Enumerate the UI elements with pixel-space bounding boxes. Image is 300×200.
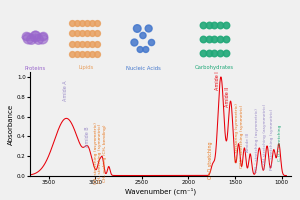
Text: Amide B: Amide B: [85, 126, 90, 147]
Text: Nucleic Acids: Nucleic Acids: [125, 66, 160, 71]
Text: COO⁻ stretching (symmetric): COO⁻ stretching (symmetric): [240, 105, 244, 168]
Point: [206, 23, 211, 27]
Point: [32, 35, 37, 38]
Point: [80, 42, 84, 46]
Point: [140, 34, 145, 37]
Point: [132, 41, 137, 44]
Point: [90, 53, 94, 56]
Point: [212, 37, 217, 41]
Point: [200, 51, 205, 55]
Text: Carbohydrates: Carbohydrates: [195, 66, 234, 71]
Point: [36, 37, 40, 41]
Point: [218, 37, 222, 41]
Text: Proteins: Proteins: [24, 66, 45, 71]
Point: [146, 27, 151, 30]
Text: PO₂⁻ stretching (symmetric): PO₂⁻ stretching (symmetric): [270, 109, 274, 170]
Point: [143, 48, 148, 51]
Point: [24, 35, 28, 38]
Point: [39, 36, 44, 39]
Point: [74, 53, 79, 56]
Text: Amide II: Amide II: [225, 87, 230, 107]
Point: [69, 42, 74, 46]
Point: [85, 32, 89, 35]
Point: [80, 21, 84, 25]
Y-axis label: Absorbance: Absorbance: [8, 103, 14, 145]
Point: [80, 53, 84, 56]
Point: [206, 37, 211, 41]
Text: CO₂ scissoring (symmetric): CO₂ scissoring (symmetric): [235, 103, 239, 162]
Point: [85, 53, 89, 56]
Point: [149, 41, 154, 44]
Text: Amide A: Amide A: [63, 80, 68, 101]
Point: [218, 51, 222, 55]
Point: [41, 35, 46, 38]
Text: Lipids: Lipids: [78, 66, 94, 71]
Point: [138, 48, 142, 51]
Point: [95, 32, 100, 35]
Text: Amide I: Amide I: [215, 71, 220, 90]
Text: C-OH stretching (asymmetric): C-OH stretching (asymmetric): [263, 104, 267, 169]
Point: [223, 37, 228, 41]
Point: [212, 23, 217, 27]
Text: C=O stretching: C=O stretching: [208, 142, 213, 179]
Point: [90, 32, 94, 35]
Text: C-O-C stretching: C-O-C stretching: [278, 125, 282, 161]
Point: [25, 36, 30, 39]
Point: [90, 21, 94, 25]
Point: [218, 23, 222, 27]
Point: [212, 51, 217, 55]
Point: [206, 51, 211, 55]
Point: [69, 21, 74, 25]
Text: PO₂⁻ stretching (asymmetric): PO₂⁻ stretching (asymmetric): [255, 108, 259, 172]
Point: [74, 32, 79, 35]
Point: [90, 42, 94, 46]
Point: [200, 23, 205, 27]
Point: [135, 27, 140, 30]
Text: Amide III: Amide III: [246, 133, 250, 152]
Point: [85, 21, 89, 25]
Point: [95, 42, 100, 46]
Point: [69, 32, 74, 35]
Point: [95, 53, 100, 56]
X-axis label: Wavenumber (cm⁻¹): Wavenumber (cm⁻¹): [125, 188, 196, 195]
Point: [95, 21, 100, 25]
Point: [80, 32, 84, 35]
Point: [223, 23, 228, 27]
Point: [74, 42, 79, 46]
Point: [200, 37, 205, 41]
Point: [74, 21, 79, 25]
Point: [69, 53, 74, 56]
Text: CH₂ stretching (asymmetric): CH₂ stretching (asymmetric): [94, 122, 98, 184]
Text: CH₂ stretching (symmetric): CH₂ stretching (symmetric): [98, 123, 102, 183]
Text: CH₂ rocking (CH₂ bending): CH₂ rocking (CH₂ bending): [103, 124, 106, 182]
Point: [223, 51, 228, 55]
Point: [32, 33, 37, 36]
Point: [29, 37, 34, 41]
Point: [85, 42, 89, 46]
